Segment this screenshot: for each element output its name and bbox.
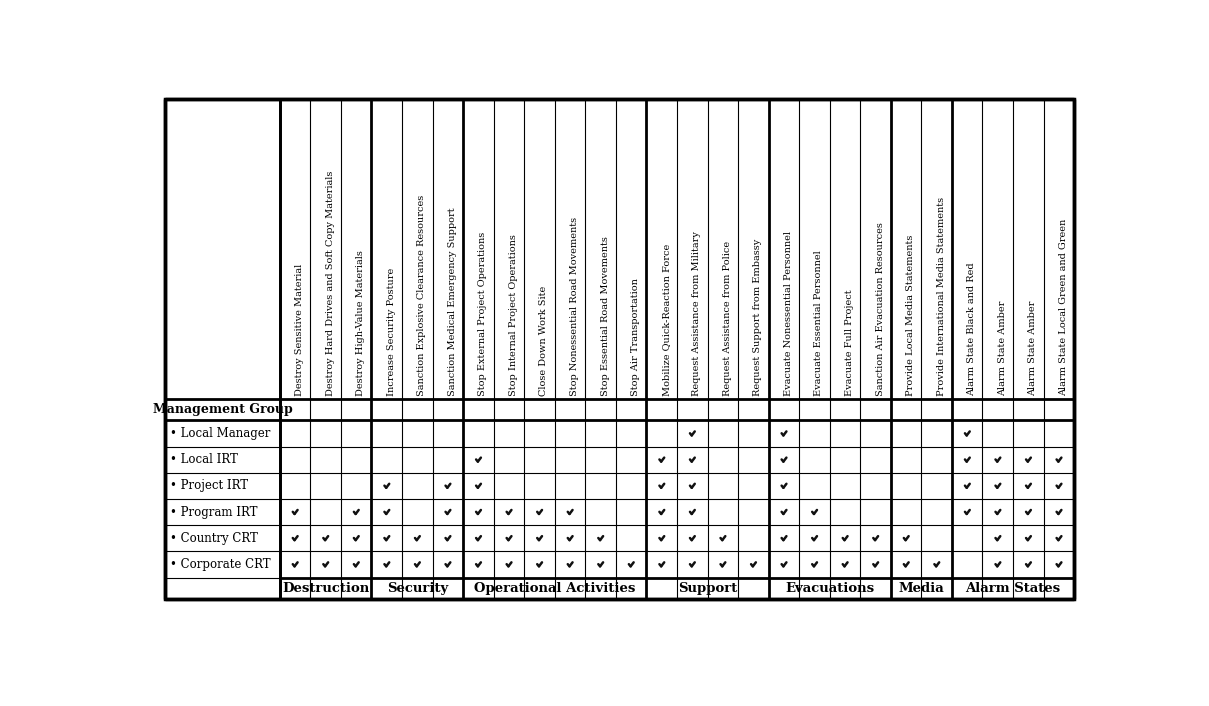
Text: • Country CRT: • Country CRT	[169, 532, 258, 545]
Text: Alarm State Amber: Alarm State Amber	[997, 301, 1007, 396]
Text: Stop Nonessential Road Movements: Stop Nonessential Road Movements	[569, 217, 579, 396]
Text: Operational Activities: Operational Activities	[474, 582, 636, 594]
Text: Destruction: Destruction	[282, 582, 369, 594]
Text: • Project IRT: • Project IRT	[169, 479, 248, 492]
Text: Evacuate Essential Personnel: Evacuate Essential Personnel	[815, 250, 823, 396]
Text: Request Assistance from Police: Request Assistance from Police	[723, 241, 731, 396]
Text: Evacuations: Evacuations	[785, 582, 874, 594]
Text: • Local Manager: • Local Manager	[169, 427, 270, 440]
Text: Request Assistance from Military: Request Assistance from Military	[693, 231, 701, 396]
Text: Destroy Hard Drives and Soft Copy Materials: Destroy Hard Drives and Soft Copy Materi…	[325, 170, 335, 396]
Text: Mobilize Quick-Reaction Force: Mobilize Quick-Reaction Force	[661, 244, 671, 396]
Text: Alarm State Amber: Alarm State Amber	[1029, 301, 1037, 396]
Text: Alarm States: Alarm States	[966, 582, 1060, 594]
Text: Support: Support	[678, 582, 737, 594]
Text: Stop Internal Project Operations: Stop Internal Project Operations	[509, 234, 517, 396]
Text: Close Down Work Site: Close Down Work Site	[539, 285, 549, 396]
Text: Sanction Air Evacuation Resources: Sanction Air Evacuation Resources	[875, 222, 885, 396]
Text: Security: Security	[387, 582, 447, 594]
Text: Destroy High-Value Materials: Destroy High-Value Materials	[357, 250, 365, 396]
Text: Stop Air Transportation: Stop Air Transportation	[631, 278, 640, 396]
Text: Evacuate Full Project: Evacuate Full Project	[845, 289, 854, 396]
Text: • Program IRT: • Program IRT	[169, 505, 258, 519]
Text: Provide International Media Statements: Provide International Media Statements	[937, 197, 945, 396]
Text: Provide Local Media Statements: Provide Local Media Statements	[906, 234, 915, 396]
Text: Stop External Project Operations: Stop External Project Operations	[479, 232, 487, 396]
Text: Destroy Sensitive Material: Destroy Sensitive Material	[295, 263, 303, 396]
Text: Alarm State Local Green and Green: Alarm State Local Green and Green	[1059, 219, 1068, 396]
Text: Sanction Medical Emergency Support: Sanction Medical Emergency Support	[447, 207, 457, 396]
Text: Evacuate Nonessential Personnel: Evacuate Nonessential Personnel	[783, 231, 793, 396]
Text: Increase Security Posture: Increase Security Posture	[387, 268, 395, 396]
Text: • Local IRT: • Local IRT	[169, 453, 238, 466]
Text: Stop Essential Road Movements: Stop Essential Road Movements	[601, 236, 609, 396]
Text: Sanction Explosive Clearance Resources: Sanction Explosive Clearance Resources	[417, 195, 427, 396]
Text: • Corporate CRT: • Corporate CRT	[169, 558, 271, 571]
Text: Request Support from Embassy: Request Support from Embassy	[753, 239, 763, 396]
Text: Media: Media	[898, 582, 944, 594]
Text: Alarm State Black and Red: Alarm State Black and Red	[967, 262, 976, 396]
Text: Management Group: Management Group	[152, 403, 293, 416]
